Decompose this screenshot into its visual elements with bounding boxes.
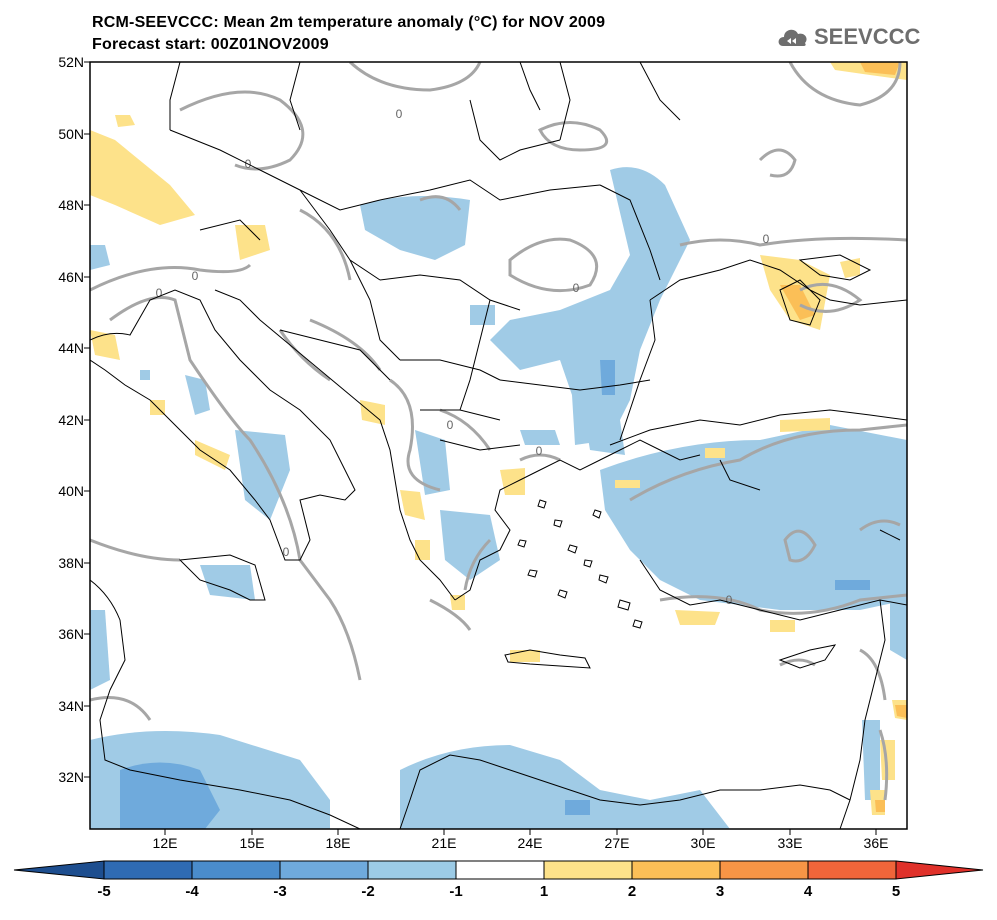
lon-label: 36E	[863, 835, 889, 851]
strong-cool-anomaly-regions	[120, 360, 870, 829]
colorbar	[13, 860, 984, 880]
lat-label: 48N	[58, 197, 84, 213]
map-title: RCM-SEEVCCC: Mean 2m temperature anomaly…	[92, 14, 606, 31]
lat-label: 44N	[58, 340, 84, 356]
colorbar-above-max	[895, 860, 984, 880]
lat-label: 42N	[58, 412, 84, 428]
colorbar-bin	[543, 860, 633, 880]
lat-label: 36N	[58, 626, 84, 642]
colorbar-bin	[455, 860, 545, 880]
lon-label: 33E	[777, 835, 803, 851]
contour-label: 0	[283, 545, 290, 559]
colorbar-bin	[191, 860, 281, 880]
cloud-logo-icon	[778, 29, 807, 46]
colorbar-bin	[807, 860, 897, 880]
lat-label: 52N	[58, 54, 84, 70]
coastlines-and-borders	[90, 62, 907, 829]
anomaly-field	[90, 62, 907, 829]
contour-label: 0	[763, 232, 770, 246]
lat-label: 32N	[58, 769, 84, 785]
seevccc-logo: SEEVCCC	[776, 24, 920, 50]
lon-label: 21E	[431, 835, 457, 851]
colorbar-label: -2	[361, 883, 375, 900]
lon-label: 18E	[325, 835, 351, 851]
colorbar-bin	[719, 860, 809, 880]
colorbar-label: -4	[185, 883, 199, 900]
plot-frame	[89, 61, 908, 830]
lon-label: 30E	[690, 835, 716, 851]
lon-label: 27E	[604, 835, 630, 851]
colorbar-label: 2	[627, 883, 637, 900]
lat-label: 50N	[58, 126, 84, 142]
colorbar-label: -5	[97, 883, 111, 900]
colorbar-bin	[103, 860, 193, 880]
contour-label: 0	[396, 107, 403, 121]
lon-label: 15E	[239, 835, 265, 851]
colorbar-label: 5	[891, 883, 901, 900]
colorbar-label: -1	[449, 883, 463, 900]
logo-text: SEEVCCC	[814, 24, 921, 49]
forecast-start-subtitle: Forecast start: 00Z01NOV2009	[92, 36, 329, 53]
contour-label: 0	[447, 418, 454, 432]
colorbar-label: -3	[273, 883, 287, 900]
lat-label: 38N	[58, 555, 84, 571]
lat-label: 34N	[58, 698, 84, 714]
colorbar-bin	[631, 860, 721, 880]
lat-label: 46N	[58, 269, 84, 285]
contour-label: 0	[726, 593, 733, 607]
contour-label: 0	[156, 286, 163, 300]
axis-ticks	[84, 61, 877, 835]
colorbar-bin	[279, 860, 369, 880]
zero-contours	[90, 62, 907, 801]
colorbar-label: 1	[539, 883, 549, 900]
strong-warm-anomaly-regions	[780, 62, 907, 812]
colorbar-label: 4	[803, 883, 813, 900]
lon-label: 12E	[152, 835, 178, 851]
contour-label: 0	[573, 281, 580, 295]
contour-label: 0	[536, 444, 543, 458]
colorbar-label: 3	[715, 883, 725, 900]
contour-label: 0	[192, 269, 199, 283]
colorbar-below-min	[13, 860, 105, 880]
lon-label: 24E	[517, 835, 543, 851]
lat-label: 40N	[58, 483, 84, 499]
colorbar-bin	[367, 860, 457, 880]
